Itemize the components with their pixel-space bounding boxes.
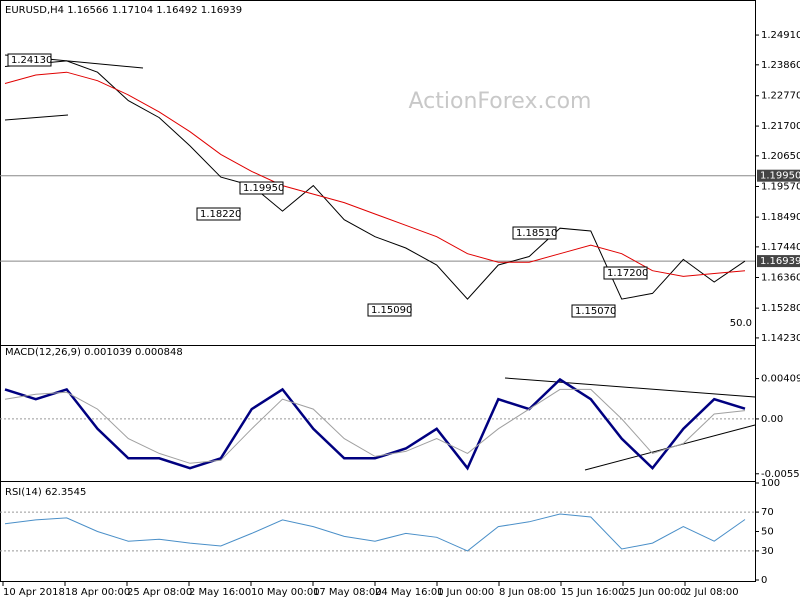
annotation-box (512, 226, 557, 240)
trendline (4, 114, 69, 121)
y-tick-label: 100 (761, 478, 780, 489)
y-tick-label: 1.22770 (761, 91, 800, 102)
annotation-box (571, 304, 616, 318)
trendline (504, 377, 756, 398)
y-tick-label: 1.24910 (761, 30, 800, 41)
annotation: 1.15090 (371, 305, 412, 316)
annotation-box (367, 303, 412, 317)
ma-note: 50.0 (730, 318, 752, 329)
y-tick-label: 1.21700 (761, 121, 800, 132)
macd-title: MACD(12,26,9) 0.001039 0.000848 (5, 347, 183, 358)
annotation: 1.24130 (11, 55, 52, 66)
series-line (4, 377, 746, 471)
series-line (4, 388, 746, 464)
annotation: 1.19950 (243, 183, 284, 194)
annotation-box (7, 53, 52, 67)
x-tick-label: 8 Jun 08:00 (499, 587, 556, 598)
x-tick-label: 2 Jul 08:00 (685, 587, 739, 598)
y-tick-label: 1.16360 (761, 273, 800, 284)
annotation: 1.15070 (575, 306, 616, 317)
y-tick-label: 1.20650 (761, 151, 800, 162)
x-tick-label: 2 May 16:00 (189, 587, 251, 598)
annotation: 1.17200 (607, 268, 648, 279)
annotation-box (239, 181, 284, 195)
annotation: 1.18220 (200, 209, 241, 220)
level-label-box (757, 255, 800, 268)
series-line (4, 71, 746, 277)
x-tick-label: 18 Apr 00:00 (65, 587, 130, 598)
x-tick-label: 24 May 16:00 (375, 587, 444, 598)
x-tick-label: 10 May 00:00 (251, 587, 320, 598)
y-tick-label: 1.17440 (761, 242, 800, 253)
y-tick-label: -0.005568 (761, 469, 800, 480)
chart-title: EURUSD,H4 1.16566 1.17104 1.16492 1.1693… (5, 5, 242, 16)
x-tick-label: 25 Apr 08:00 (127, 587, 192, 598)
y-tick-label: 1.18490 (761, 212, 800, 223)
x-tick-label: 25 Jun 00:00 (623, 587, 687, 598)
plot-frame (0, 0, 756, 582)
y-tick-label: 1.23860 (761, 60, 800, 71)
annotation-box (196, 207, 241, 221)
level-label: 1.16939 (760, 256, 800, 267)
watermark: ActionForex.com (409, 89, 592, 114)
annotation: 1.18510 (516, 228, 557, 239)
y-tick-label: 30 (761, 546, 774, 557)
x-tick-label: 1 Jun 00:00 (437, 587, 494, 598)
level-label: 1.19950 (760, 171, 800, 182)
y-tick-label: 0 (761, 575, 767, 586)
series-line (4, 513, 746, 552)
y-tick-label: 0.00 (761, 414, 783, 425)
series-line (4, 60, 746, 300)
y-tick-label: 1.19570 (761, 181, 800, 192)
y-tick-label: 0.004094 (761, 374, 800, 385)
x-tick-label: 17 May 08:00 (313, 587, 382, 598)
y-tick-label: 1.15280 (761, 303, 800, 314)
y-tick-label: 70 (761, 507, 774, 518)
y-tick-label: 1.14230 (761, 333, 800, 344)
level-label-box (757, 169, 800, 182)
x-tick-label: 10 Apr 2018 (3, 587, 65, 598)
annotation-box (603, 266, 648, 280)
y-tick-label: 50 (761, 527, 774, 538)
rsi-title: RSI(14) 62.3545 (5, 487, 86, 498)
x-tick-label: 15 Jun 16:00 (561, 587, 625, 598)
